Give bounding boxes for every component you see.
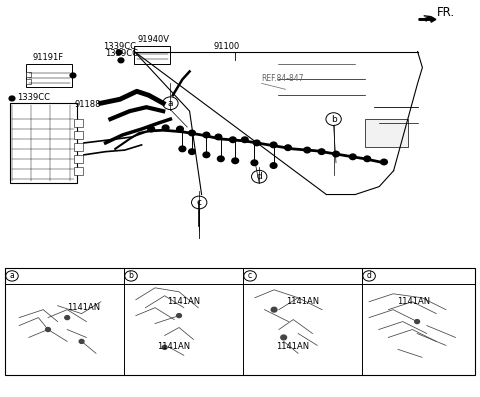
Text: 1141AN: 1141AN bbox=[286, 297, 319, 306]
Text: 1339CC: 1339CC bbox=[103, 42, 136, 51]
Text: 1141AN: 1141AN bbox=[397, 297, 431, 306]
Circle shape bbox=[364, 156, 371, 162]
Circle shape bbox=[162, 125, 169, 131]
Bar bbox=[26, 72, 31, 77]
Circle shape bbox=[177, 126, 183, 132]
Bar bbox=[5, 268, 475, 375]
Bar bbox=[74, 155, 83, 163]
Circle shape bbox=[253, 140, 260, 146]
Circle shape bbox=[270, 163, 277, 168]
Bar bbox=[74, 167, 83, 175]
Circle shape bbox=[177, 314, 181, 318]
Circle shape bbox=[162, 345, 167, 349]
Text: 1141AN: 1141AN bbox=[276, 342, 310, 351]
Text: 1141AN: 1141AN bbox=[157, 342, 191, 351]
Circle shape bbox=[333, 151, 339, 157]
Circle shape bbox=[318, 149, 325, 154]
Text: c: c bbox=[248, 272, 252, 280]
Circle shape bbox=[271, 307, 277, 312]
Bar bbox=[74, 131, 83, 139]
Circle shape bbox=[241, 137, 248, 143]
Circle shape bbox=[270, 142, 277, 148]
Circle shape bbox=[381, 159, 387, 165]
Circle shape bbox=[203, 152, 210, 158]
Circle shape bbox=[232, 158, 239, 164]
Text: b: b bbox=[331, 115, 336, 123]
Bar bbox=[134, 46, 170, 64]
Bar bbox=[74, 143, 83, 151]
Circle shape bbox=[229, 137, 236, 143]
Circle shape bbox=[189, 130, 195, 136]
Bar bbox=[365, 119, 408, 147]
Circle shape bbox=[304, 147, 311, 153]
Bar bbox=[26, 79, 31, 84]
Circle shape bbox=[251, 160, 258, 166]
Text: d: d bbox=[367, 272, 372, 280]
Text: 91940V: 91940V bbox=[138, 35, 169, 44]
Text: 91191F: 91191F bbox=[33, 52, 64, 62]
Text: 91188: 91188 bbox=[74, 100, 101, 109]
Text: REF.84-847: REF.84-847 bbox=[262, 73, 304, 83]
Circle shape bbox=[65, 316, 70, 320]
Bar bbox=[74, 119, 83, 127]
Text: FR.: FR. bbox=[437, 6, 455, 19]
Polygon shape bbox=[419, 17, 436, 22]
Text: 91100: 91100 bbox=[214, 42, 240, 51]
Circle shape bbox=[9, 96, 15, 101]
Text: a: a bbox=[10, 272, 14, 280]
Text: c: c bbox=[197, 198, 202, 207]
Text: b: b bbox=[129, 272, 133, 280]
Text: 1141AN: 1141AN bbox=[67, 303, 100, 312]
Circle shape bbox=[215, 134, 222, 140]
Circle shape bbox=[148, 126, 155, 132]
Circle shape bbox=[285, 145, 291, 150]
Text: 1339CC: 1339CC bbox=[17, 93, 50, 102]
Bar bbox=[10, 103, 77, 183]
Circle shape bbox=[118, 58, 124, 63]
Circle shape bbox=[203, 132, 210, 138]
Text: 1339CC: 1339CC bbox=[105, 49, 138, 58]
Circle shape bbox=[116, 50, 122, 55]
Bar bbox=[26, 64, 72, 87]
Circle shape bbox=[217, 156, 224, 162]
Text: a: a bbox=[168, 99, 173, 108]
Circle shape bbox=[70, 73, 76, 78]
Circle shape bbox=[79, 339, 84, 343]
Circle shape bbox=[415, 320, 420, 324]
Circle shape bbox=[46, 328, 50, 331]
Circle shape bbox=[349, 154, 356, 160]
Text: d: d bbox=[256, 172, 262, 181]
Circle shape bbox=[179, 146, 186, 152]
Circle shape bbox=[281, 335, 287, 340]
Text: 1141AN: 1141AN bbox=[167, 297, 200, 306]
Circle shape bbox=[189, 149, 195, 154]
